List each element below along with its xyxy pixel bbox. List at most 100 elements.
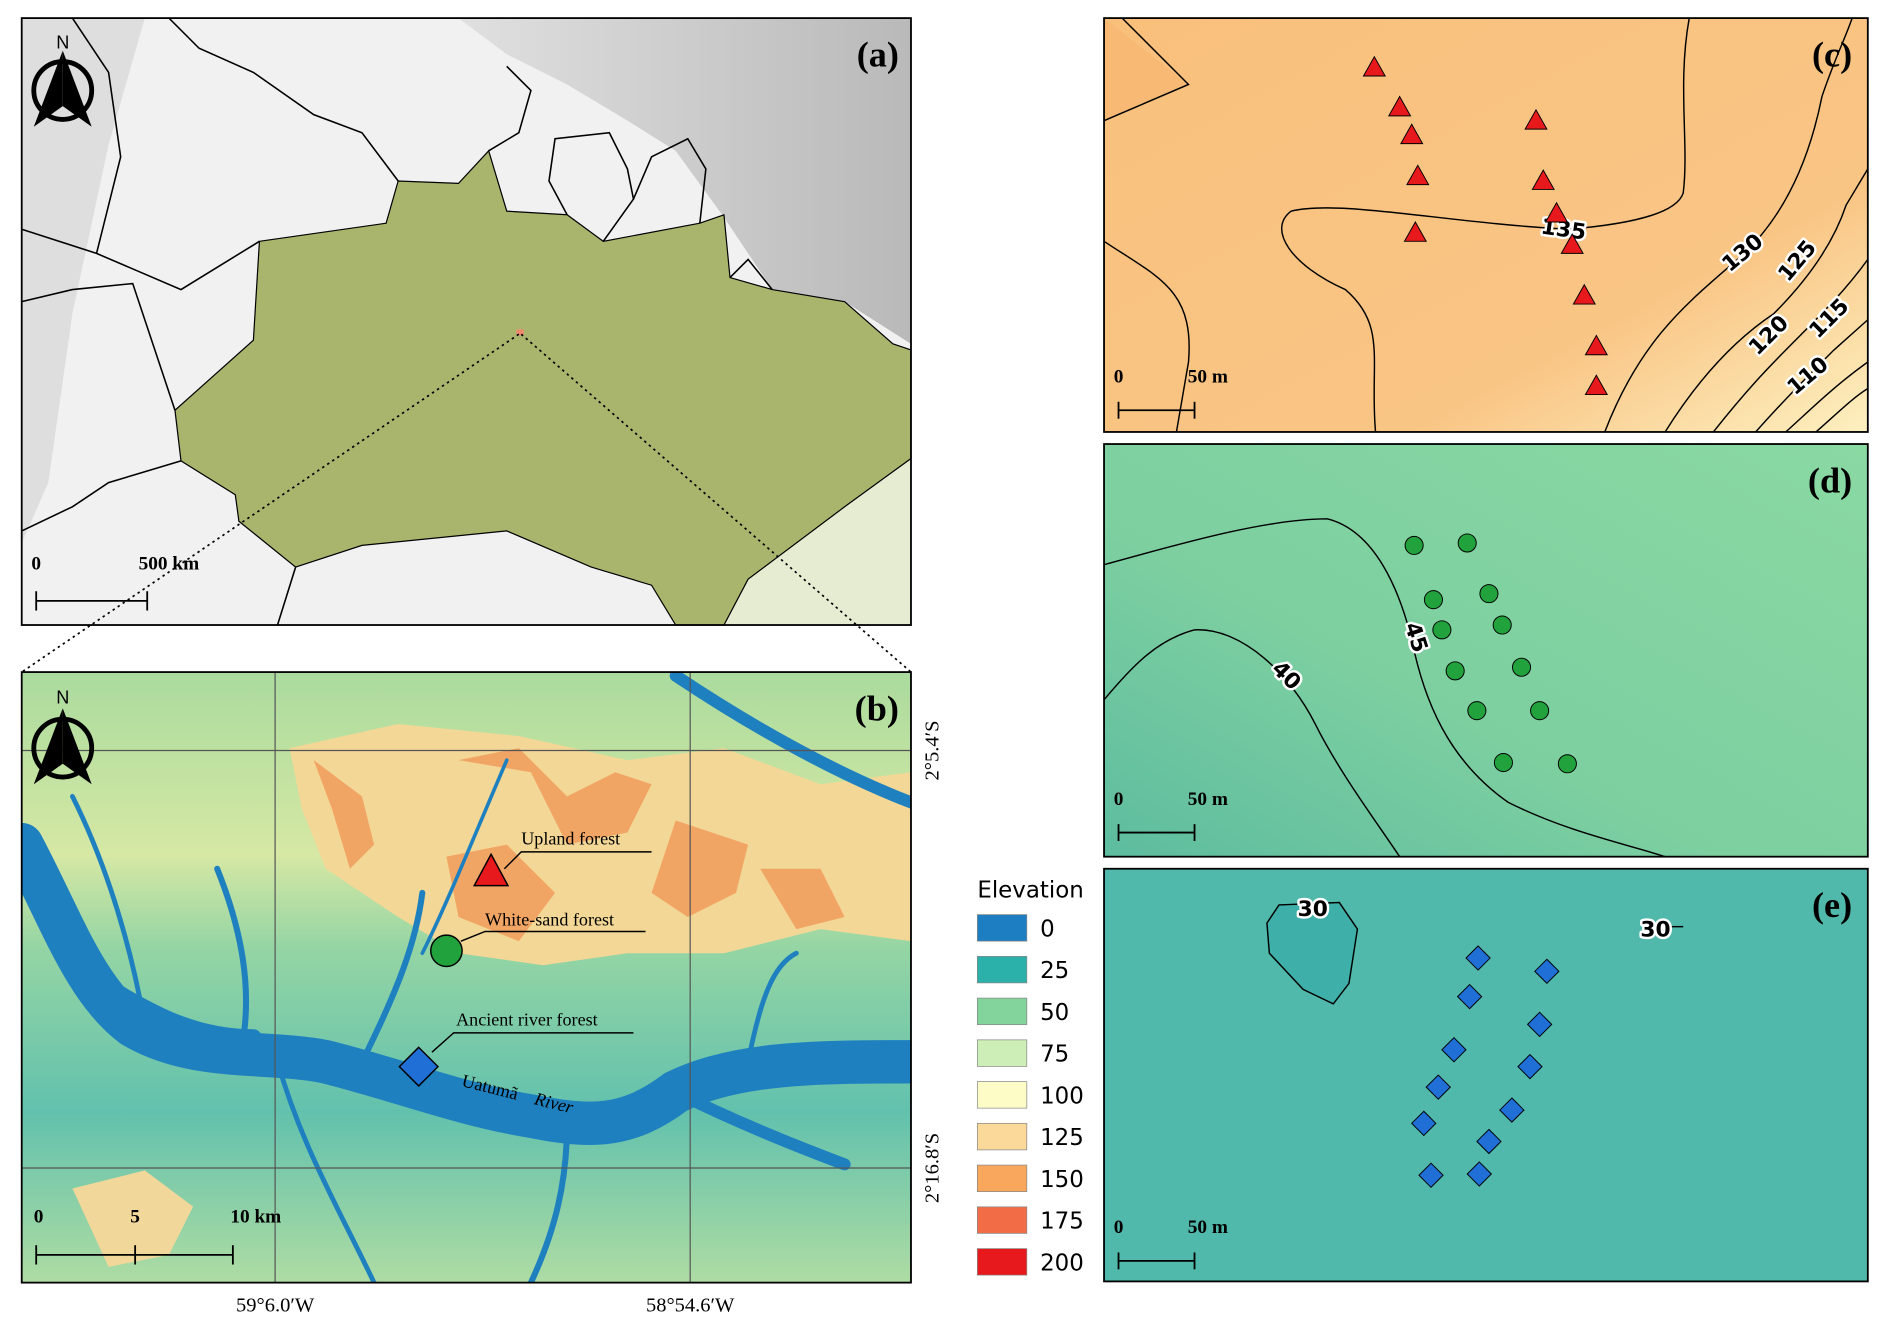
upland-plot [1400,123,1424,145]
ancient-river-plot [1517,1053,1543,1080]
white-sand-plot [1493,753,1513,773]
scale-label: 10 km [230,1206,281,1227]
latitude-label: 2°16.8′S [922,1133,944,1203]
legend-swatch [976,1081,1028,1109]
plot-symbols [1411,945,1560,1188]
panel-a: (a) N 0 500 km [20,17,912,626]
white-sand-plot [1423,590,1443,610]
white-sand-plot [1432,620,1452,640]
ancient-river-plot [1441,1036,1467,1063]
panel-label: (d) [1808,460,1852,500]
ancient-river-plot [1411,1110,1437,1137]
site-symbols [398,851,652,1087]
white-sand-plot [1404,535,1424,555]
white-sand-plot [1467,701,1487,721]
legend: Elevation 0 25 50 75 100 125 150 175 200 [976,878,1084,1276]
upland-plot [1584,374,1609,396]
scale-label: 0 [1114,366,1124,387]
white-sand-plot [1457,533,1477,553]
legend-swatch [976,997,1028,1026]
legend-swatch [976,955,1028,984]
upland-plot [1584,334,1609,356]
contour-lines [1104,518,1666,857]
borders [21,17,773,626]
panel-label: (c) [1812,34,1852,74]
ancient-river-plot [1526,1011,1553,1038]
white-sand-symbol [430,934,463,968]
legend-title: Elevation [977,878,1083,904]
scale-bar [1117,401,1196,1270]
legend-swatch [976,1122,1028,1151]
scale-label: 50 m [1188,789,1228,810]
white-sand-plot [1530,701,1550,721]
scale-bar [35,1245,234,1265]
upland-plot [1387,95,1412,117]
hillshade [21,18,145,543]
dem [1104,444,1868,857]
panel-b: (b) N Upland forest White-sand forest An… [20,671,944,1317]
north-arrow: N [31,687,95,785]
ancient-river-plot [1425,1074,1452,1100]
north-label: N [56,687,69,707]
legend-label: 25 [1040,958,1069,984]
legend-label: 50 [1040,1000,1069,1026]
legend-swatch [976,1164,1028,1193]
site-label: Ancient river forest [456,1010,598,1030]
leader-line [503,851,652,870]
upland-plot [1560,233,1584,254]
scale-label: 5 [130,1206,140,1227]
upland-plot [1531,169,1555,190]
scale-label: 0 [1114,1217,1124,1238]
upland-plot [1362,55,1387,77]
dem-patch [1104,18,1189,121]
longitude-label: 58°54.6′W [646,1295,735,1317]
ancient-river-plot [1499,1097,1525,1123]
scale-label: 500 km [139,554,200,575]
frame [1103,443,1869,858]
panel-label: (e) [1812,885,1852,925]
scale-bar [35,591,149,611]
contour-label: 30 [1298,897,1328,922]
region [723,458,911,626]
ancient-river-plot [1456,983,1483,1010]
ancient-river-plot [1476,1128,1502,1155]
panel-label: (a) [857,34,899,74]
leader-line [460,930,646,942]
scale-label: 50 m [1188,366,1228,387]
panel-c: (c) 135 130 125 120 115 110 [1103,17,1869,433]
legend-swatch [976,1206,1028,1234]
upland-plot [1572,283,1596,305]
white-sand-plot [1479,584,1499,604]
panel-d: (d) 45 40 [1103,443,1869,858]
figure-body: (a) N 0 500 km [20,17,1869,1317]
frame [20,671,912,1284]
legend-label: 75 [1040,1042,1069,1068]
legend-label: 100 [1040,1083,1084,1109]
scale-label: 0 [34,1206,44,1227]
site-label: Upland forest [521,829,620,849]
sea [458,18,911,344]
scale-label: 0 [1114,789,1124,810]
contour-line [1266,901,1359,1005]
graticule [21,672,911,1283]
leader-line [431,1032,634,1053]
upland-plot [1403,221,1428,242]
site-marker [516,329,524,336]
white-sand-plot [1511,657,1532,677]
white-sand-plot [1557,754,1577,774]
upland-plot [1524,108,1548,130]
zoom-connector [21,333,912,673]
latitude-label: 2°5.4′S [922,721,944,781]
frame [1103,867,1869,1283]
upland-plot [1544,201,1569,223]
white-sand-plot [1445,661,1465,681]
dem [1104,868,1868,1282]
ancient-river-symbol [398,1046,440,1087]
ancient-river-plot [1534,958,1560,985]
ancient-river-plot [1418,1162,1444,1188]
legend-swatch [976,1248,1028,1276]
legend-label: 200 [1040,1250,1084,1276]
upland-symbol [472,852,510,887]
